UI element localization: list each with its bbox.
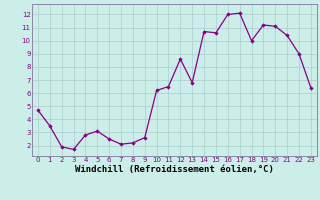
X-axis label: Windchill (Refroidissement éolien,°C): Windchill (Refroidissement éolien,°C) — [75, 165, 274, 174]
